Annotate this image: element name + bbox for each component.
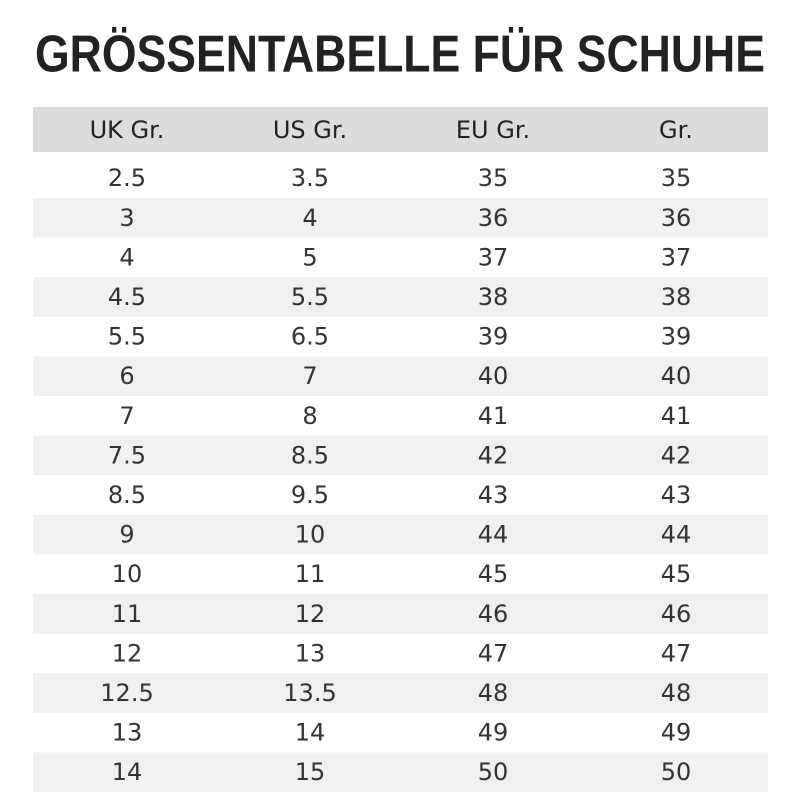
cell: 44 <box>478 521 509 549</box>
cell: 46 <box>478 600 509 628</box>
cell: 37 <box>478 243 509 271</box>
cell: 8.5 <box>291 441 329 469</box>
row-band <box>33 514 768 555</box>
cell: 14 <box>295 719 326 747</box>
row-band <box>33 594 768 634</box>
cell: 45 <box>478 560 509 588</box>
cell: 5.5 <box>108 323 146 351</box>
cell: 42 <box>661 441 692 469</box>
cell: 49 <box>661 719 692 747</box>
cell: 48 <box>478 679 509 707</box>
cell: 50 <box>661 758 692 786</box>
cell: 37 <box>661 243 692 271</box>
cell: 8 <box>302 402 317 430</box>
cell: 38 <box>478 283 509 311</box>
cell: 35 <box>661 164 692 192</box>
row-band <box>33 673 768 713</box>
title: GRÖSSENTABELLE FÜR SCHUHE <box>35 26 765 84</box>
cell: 10 <box>295 521 326 549</box>
cell: 12 <box>295 600 326 628</box>
cell: 13 <box>295 639 326 667</box>
row-band <box>33 198 768 238</box>
cell: 49 <box>478 719 509 747</box>
cell: 44 <box>661 521 692 549</box>
cell: 11 <box>295 560 326 588</box>
row-band <box>33 277 768 317</box>
cell: 42 <box>478 441 509 469</box>
cell: 13.5 <box>283 679 336 707</box>
row-band <box>33 752 768 792</box>
cell: 6 <box>119 362 134 390</box>
cell: 43 <box>478 481 509 509</box>
cell: 7.5 <box>108 441 146 469</box>
cell: 6.5 <box>291 323 329 351</box>
cell: 3 <box>119 204 134 232</box>
cell: 8.5 <box>108 481 146 509</box>
column-header: UK Gr. <box>90 116 165 144</box>
cell: 46 <box>661 600 692 628</box>
cell: 36 <box>661 204 692 232</box>
cell: 47 <box>661 639 692 667</box>
row-band <box>33 356 768 396</box>
cell: 39 <box>661 323 692 351</box>
cell: 50 <box>478 758 509 786</box>
cell: 5 <box>302 243 317 271</box>
column-header: Gr. <box>659 116 693 144</box>
cell: 7 <box>119 402 134 430</box>
cell: 5.5 <box>291 283 329 311</box>
cell: 10 <box>112 560 143 588</box>
column-header: EU Gr. <box>456 116 530 144</box>
cell: 41 <box>478 402 509 430</box>
cell: 45 <box>661 560 692 588</box>
cell: 13 <box>112 719 143 747</box>
cell: 2.5 <box>108 164 146 192</box>
cell: 12.5 <box>100 679 153 707</box>
cell: 38 <box>661 283 692 311</box>
cell: 35 <box>478 164 509 192</box>
cell: 11 <box>112 600 143 628</box>
cell: 9 <box>119 521 134 549</box>
cell: 39 <box>478 323 509 351</box>
row-band <box>33 435 768 476</box>
cell: 43 <box>661 481 692 509</box>
cell: 9.5 <box>291 481 329 509</box>
cell: 40 <box>661 362 692 390</box>
cell: 4.5 <box>108 283 146 311</box>
cell: 14 <box>112 758 143 786</box>
cell: 12 <box>112 639 143 667</box>
cell: 7 <box>302 362 317 390</box>
header-row <box>33 107 768 152</box>
column-header: US Gr. <box>273 116 347 144</box>
cell: 36 <box>478 204 509 232</box>
cell: 3.5 <box>291 164 329 192</box>
cell: 4 <box>119 243 134 271</box>
cell: 41 <box>661 402 692 430</box>
cell: 15 <box>295 758 326 786</box>
cell: 47 <box>478 639 509 667</box>
cell: 48 <box>661 679 692 707</box>
cell: 40 <box>478 362 509 390</box>
cell: 4 <box>302 204 317 232</box>
